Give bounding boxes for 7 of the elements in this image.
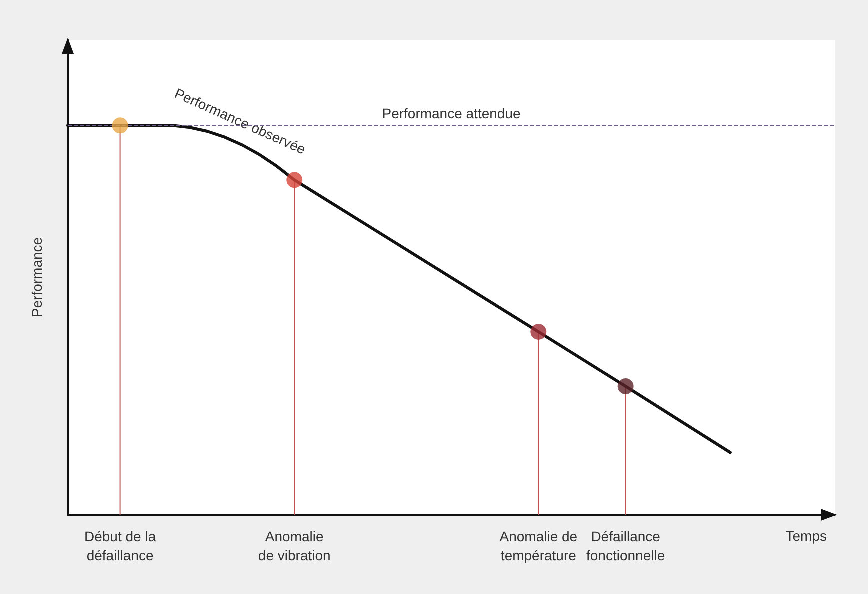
x-tick-label: Anomalie de température: [500, 528, 578, 564]
x-axis-title: Temps: [786, 528, 827, 544]
x-tick-label: Anomalie de vibration: [258, 528, 331, 564]
x-tick-label: Début de la défaillance: [84, 528, 156, 564]
y-axis-title: Performance: [29, 237, 45, 318]
x-tick-label: Défaillance fonctionnelle: [586, 528, 666, 564]
ref-line-label: Performance attendue: [382, 106, 521, 122]
